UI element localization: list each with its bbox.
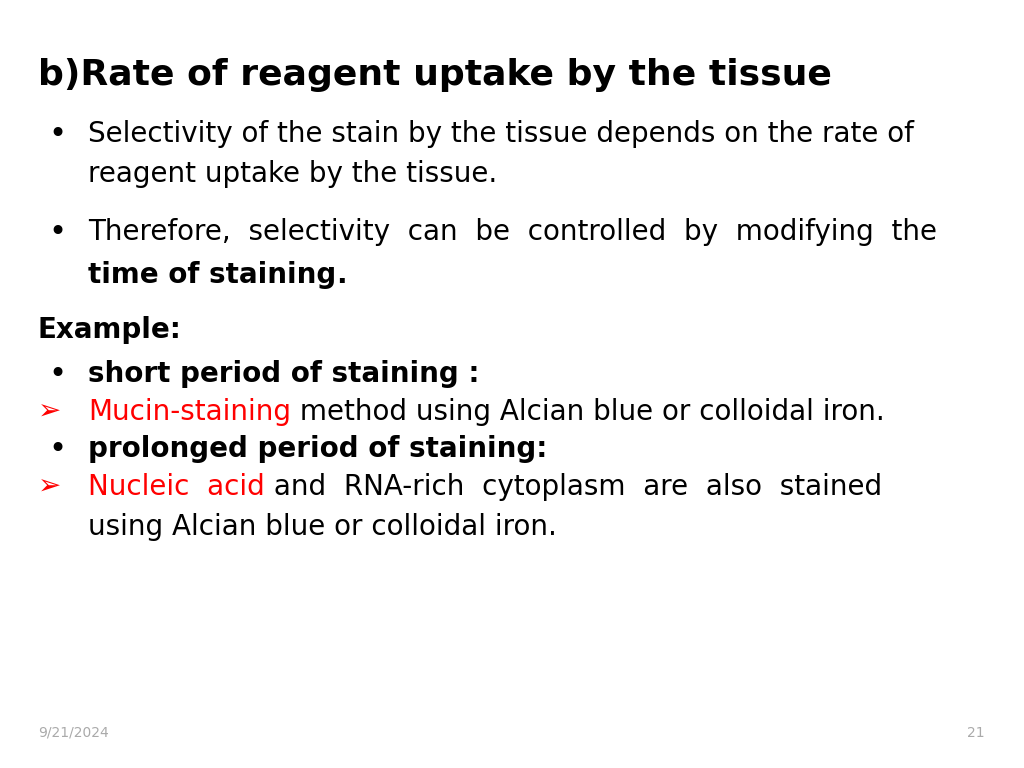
Text: Nucleic  acid: Nucleic acid [88,473,265,501]
Text: prolonged period of staining:: prolonged period of staining: [88,435,548,463]
Text: •: • [48,435,67,464]
Text: time of staining: time of staining [88,261,336,289]
Text: and  RNA-rich  cytoplasm  are  also  stained: and RNA-rich cytoplasm are also stained [265,473,882,501]
Text: b)Rate of reagent uptake by the tissue: b)Rate of reagent uptake by the tissue [38,58,831,92]
Text: Example:: Example: [38,316,182,344]
Text: using Alcian blue or colloidal iron.: using Alcian blue or colloidal iron. [88,513,557,541]
Text: short period of staining :: short period of staining : [88,360,479,388]
Text: •: • [48,218,67,247]
Text: 21: 21 [968,726,985,740]
Text: ➢: ➢ [38,398,61,426]
Text: method using Alcian blue or colloidal iron.: method using Alcian blue or colloidal ir… [291,398,885,426]
Text: ➢: ➢ [38,473,61,501]
Text: Therefore,  selectivity  can  be  controlled  by  modifying  the: Therefore, selectivity can be controlled… [88,218,937,246]
Text: Selectivity of the stain by the tissue depends on the rate of: Selectivity of the stain by the tissue d… [88,120,913,148]
Text: Mucin-staining: Mucin-staining [88,398,291,426]
Text: •: • [48,360,67,389]
Text: reagent uptake by the tissue.: reagent uptake by the tissue. [88,160,498,188]
Text: 9/21/2024: 9/21/2024 [38,726,109,740]
Text: •: • [48,120,67,149]
Text: .: . [336,261,347,289]
